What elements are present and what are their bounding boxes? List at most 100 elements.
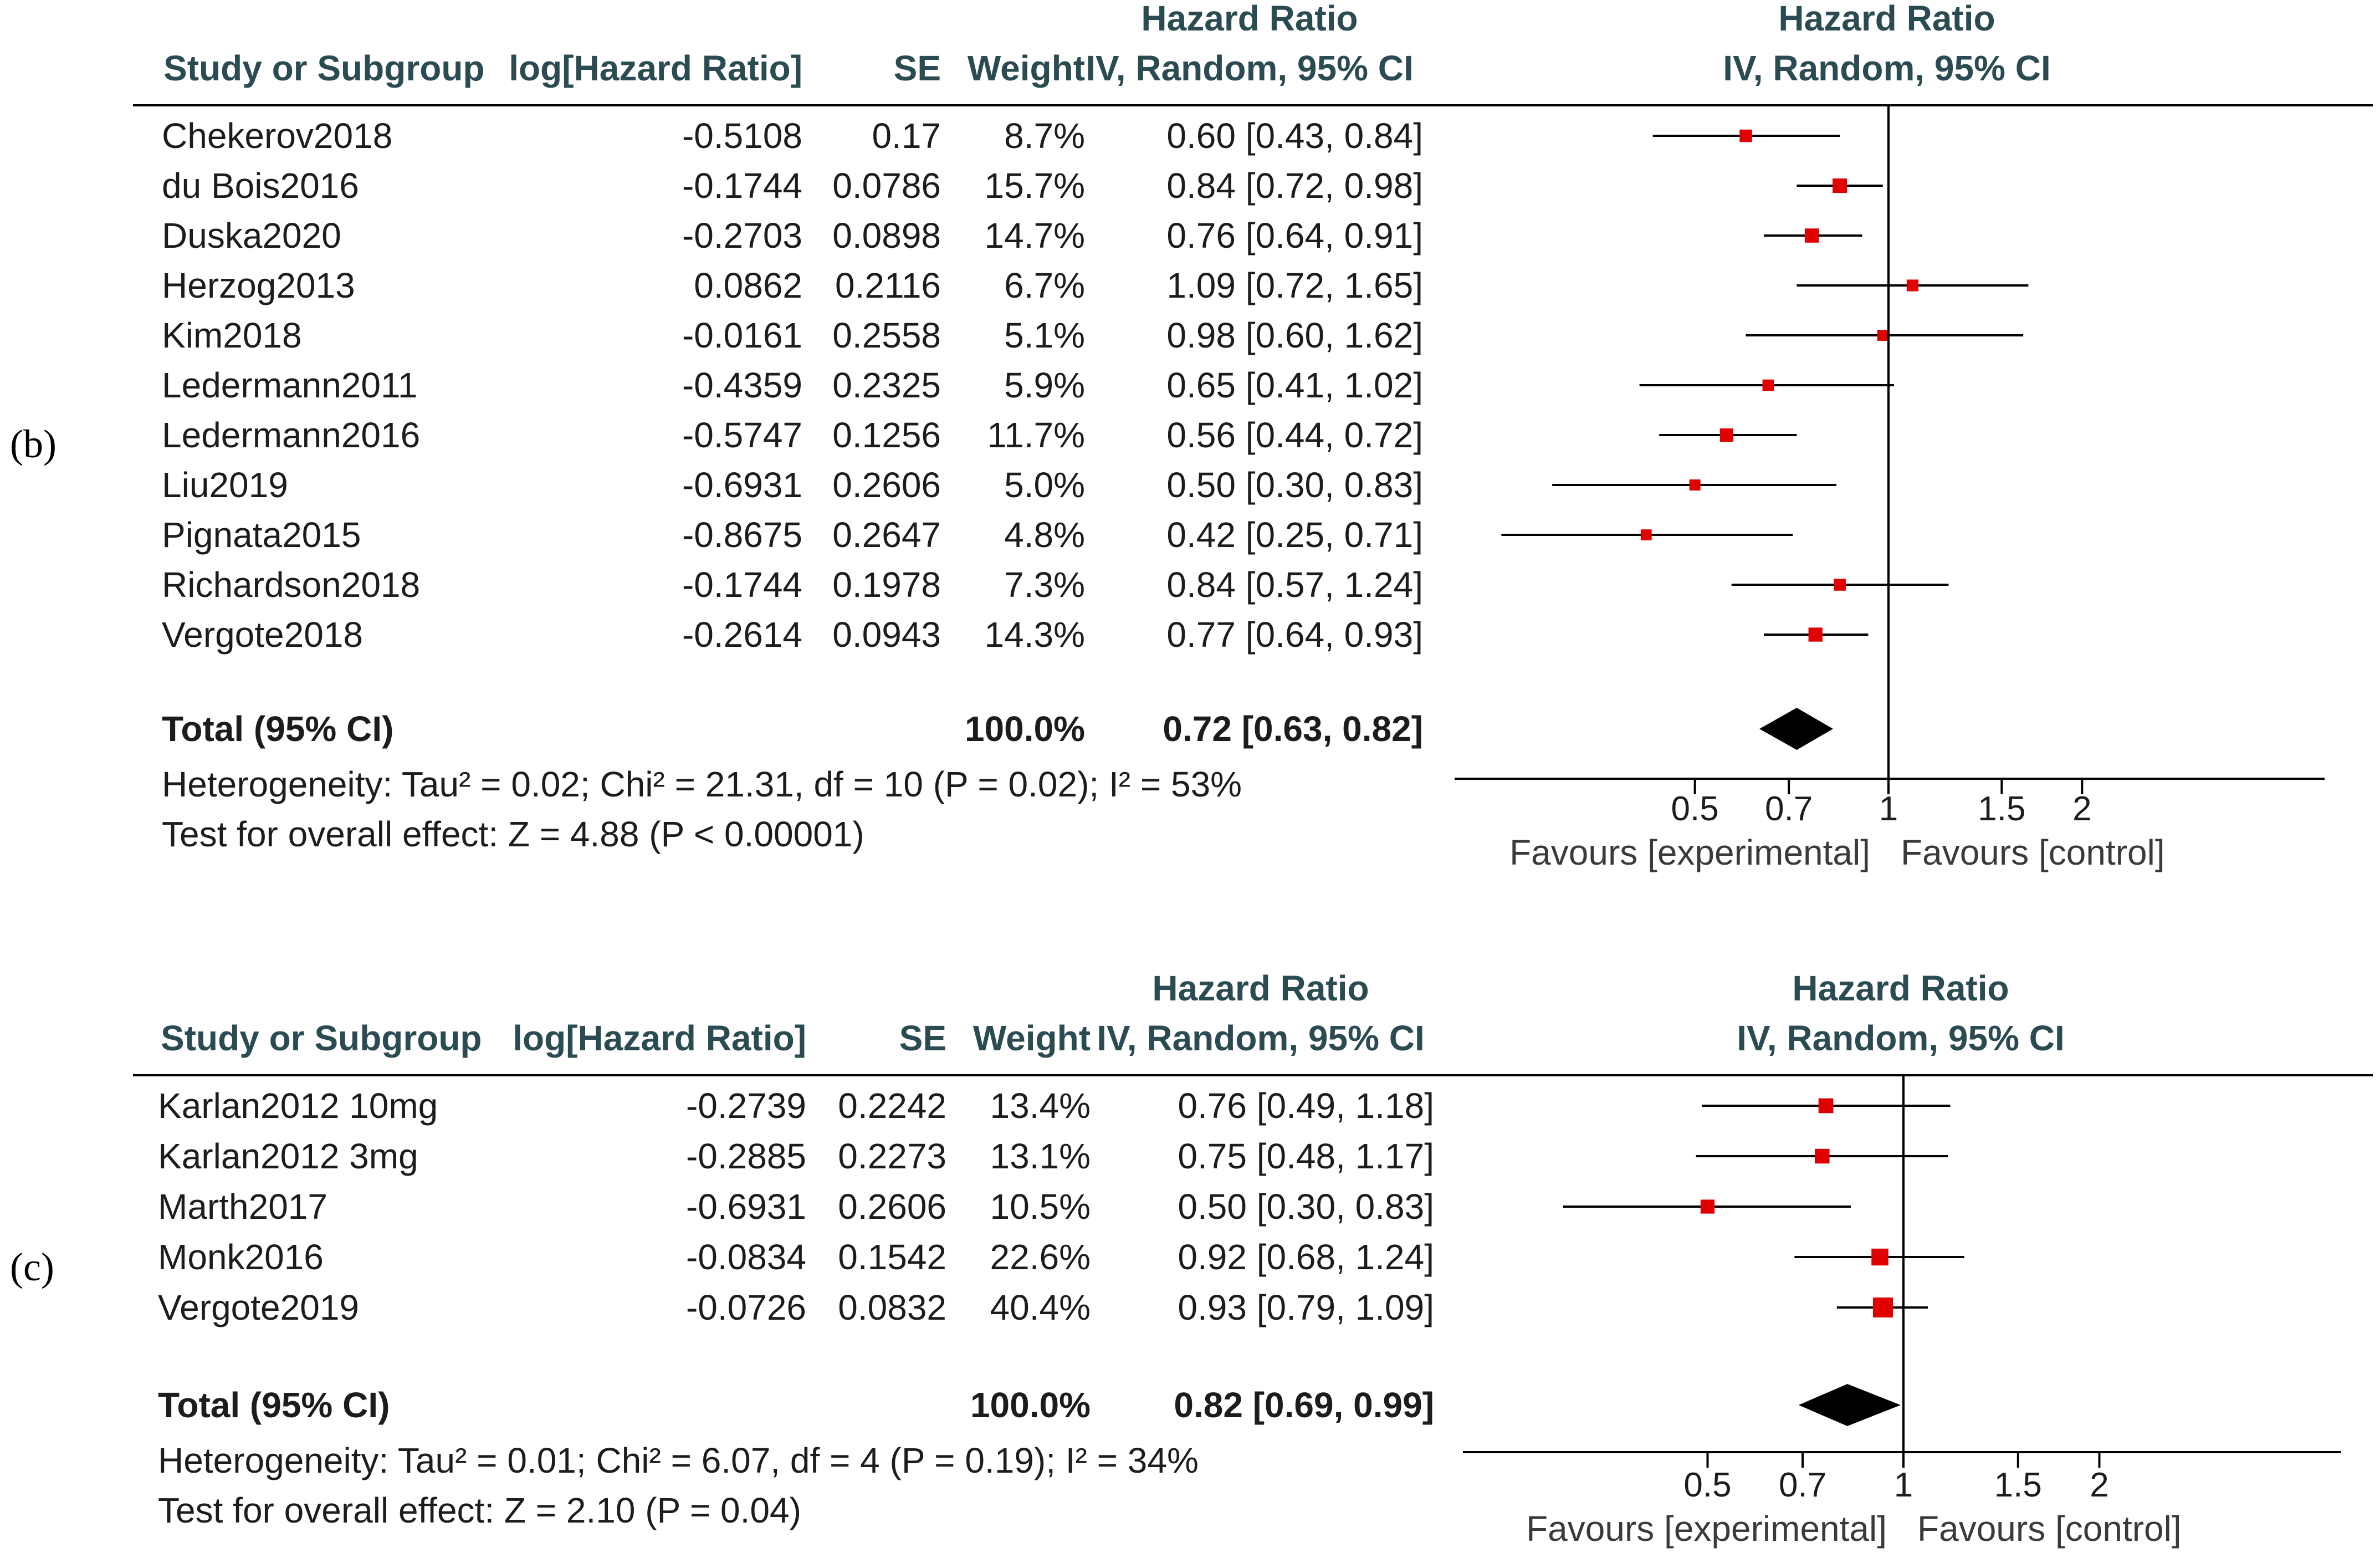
study-ci: 0.50 [0.30, 0.83] [1166, 465, 1423, 505]
study-loghr: -0.6931 [686, 1187, 806, 1227]
study-name: Karlan2012 10mg [158, 1086, 438, 1126]
study-weight: 14.7% [985, 216, 1085, 256]
total-weight-b: 100.0% [965, 709, 1085, 749]
study-se: 0.0832 [838, 1288, 946, 1327]
header-weight-c: Weight [973, 1018, 1091, 1058]
study-ci: 0.77 [0.64, 0.93] [1166, 615, 1423, 655]
point-estimate-marker [1719, 428, 1733, 442]
study-name: Monk2016 [158, 1237, 324, 1277]
study-loghr: -0.2703 [682, 216, 802, 256]
study-name: Herzog2013 [162, 265, 355, 305]
study-weight: 5.1% [1004, 315, 1085, 355]
study-loghr: -0.2885 [686, 1136, 806, 1176]
study-ci: 0.56 [0.44, 0.72] [1166, 415, 1423, 455]
point-estimate-marker [1818, 1098, 1834, 1113]
x-tick-label: 2 [2072, 790, 2091, 828]
study-se: 0.2647 [832, 515, 941, 555]
point-estimate-marker [1871, 1248, 1888, 1266]
overall-effect-text-c: Test for overall effect: Z = 2.10 (P = 0… [158, 1490, 801, 1530]
total-ci-b: 0.72 [0.63, 0.82] [1163, 709, 1423, 749]
study-weight: 5.9% [1004, 365, 1085, 405]
header-loghr-c: log[Hazard Ratio] [513, 1018, 806, 1058]
study-name: Kim2018 [162, 315, 302, 355]
study-weight: 13.4% [990, 1086, 1091, 1126]
point-estimate-marker [1762, 379, 1774, 391]
heterogeneity-text-b: Heterogeneity: Tau² = 0.02; Chi² = 21.31… [162, 764, 1242, 804]
study-weight: 11.7% [987, 415, 1085, 455]
point-estimate-marker [1689, 479, 1701, 491]
header-se-c: SE [899, 1018, 946, 1058]
x-tick-label: 0.5 [1671, 790, 1719, 828]
study-ci: 0.84 [0.72, 0.98] [1166, 166, 1423, 206]
header-hazard-ratio-c: Hazard Ratio [1152, 968, 1369, 1008]
point-estimate-marker [1804, 228, 1819, 243]
study-se: 0.0786 [832, 166, 941, 206]
study-name: du Bois2016 [162, 166, 359, 206]
header-plot-method-c: IV, Random, 95% CI [1737, 1018, 2065, 1058]
point-estimate-marker [1834, 579, 1846, 591]
study-weight: 6.7% [1004, 265, 1085, 305]
study-weight: 22.6% [990, 1237, 1091, 1277]
study-name: Pignata2015 [162, 515, 361, 555]
study-se: 0.17 [872, 116, 941, 156]
study-loghr: -0.8675 [682, 515, 802, 555]
total-label-b: Total (95% CI) [162, 709, 393, 749]
study-ci: 0.76 [0.49, 1.18] [1178, 1086, 1434, 1126]
study-ci: 0.84 [0.57, 1.24] [1166, 565, 1423, 605]
header-hazard-ratio-b: Hazard Ratio [1141, 0, 1358, 38]
header-plot-hazard-ratio-c: Hazard Ratio [1792, 968, 2009, 1008]
study-loghr: -0.2614 [682, 615, 802, 655]
point-estimate-marker [1739, 129, 1752, 142]
header-weight-b: Weight [968, 48, 1085, 88]
study-ci: 0.60 [0.43, 0.84] [1166, 116, 1423, 156]
header-loghr-b: log[Hazard Ratio] [509, 48, 802, 88]
favours-experimental-c: Favours [experimental] [1526, 1509, 1887, 1549]
total-weight-c: 100.0% [970, 1385, 1091, 1425]
study-name: Liu2019 [162, 465, 288, 505]
study-ci: 0.76 [0.64, 0.91] [1166, 216, 1423, 256]
point-estimate-marker [1877, 330, 1888, 341]
point-estimate-marker [1833, 178, 1847, 193]
point-estimate-marker [1808, 627, 1823, 642]
total-label-c: Total (95% CI) [158, 1385, 390, 1425]
panel-label-b: (b) [10, 422, 57, 466]
favours-control-b: Favours [control] [1901, 832, 2165, 872]
pooled-effect-diamond [1798, 1384, 1901, 1426]
point-estimate-marker [1640, 529, 1652, 540]
header-ci-method-c: IV, Random, 95% CI [1097, 1018, 1425, 1058]
study-ci: 0.65 [0.41, 1.02] [1166, 365, 1423, 405]
study-loghr: -0.5108 [682, 116, 802, 156]
study-weight: 10.5% [990, 1187, 1091, 1227]
study-se: 0.0898 [832, 216, 941, 256]
favours-control-c: Favours [control] [1917, 1509, 2182, 1549]
x-tick-label: 1.5 [1978, 790, 2025, 828]
study-se: 0.2606 [838, 1187, 946, 1227]
favours-experimental-b: Favours [experimental] [1509, 832, 1870, 872]
point-estimate-marker [1906, 279, 1919, 292]
study-name: Karlan2012 3mg [158, 1136, 418, 1176]
point-estimate-marker [1815, 1148, 1830, 1164]
x-tick-label: 2 [2090, 1466, 2108, 1504]
header-ci-method-b: IV, Random, 95% CI [1086, 48, 1414, 88]
study-weight: 7.3% [1004, 565, 1085, 605]
total-ci-c: 0.82 [0.69, 0.99] [1174, 1385, 1434, 1425]
study-loghr: -0.0834 [686, 1237, 806, 1277]
study-loghr: -0.1744 [682, 565, 802, 605]
study-se: 0.2242 [838, 1086, 946, 1126]
x-tick-label: 0.5 [1683, 1466, 1731, 1504]
study-ci: 0.92 [0.68, 1.24] [1178, 1237, 1434, 1277]
x-tick-label: 1 [1879, 790, 1898, 828]
study-loghr: -0.0726 [686, 1288, 806, 1327]
study-se: 0.1542 [838, 1237, 946, 1277]
point-estimate-marker [1700, 1199, 1715, 1214]
header-study-c: Study or Subgroup [161, 1018, 482, 1058]
study-weight: 4.8% [1004, 515, 1085, 555]
study-loghr: -0.6931 [682, 465, 802, 505]
study-name: Ledermann2011 [162, 365, 417, 405]
pooled-effect-diamond [1759, 708, 1833, 750]
study-loghr: 0.0862 [694, 265, 802, 305]
study-se: 0.2273 [838, 1136, 946, 1176]
study-name: Duska2020 [162, 216, 341, 256]
study-name: Vergote2018 [162, 615, 363, 655]
